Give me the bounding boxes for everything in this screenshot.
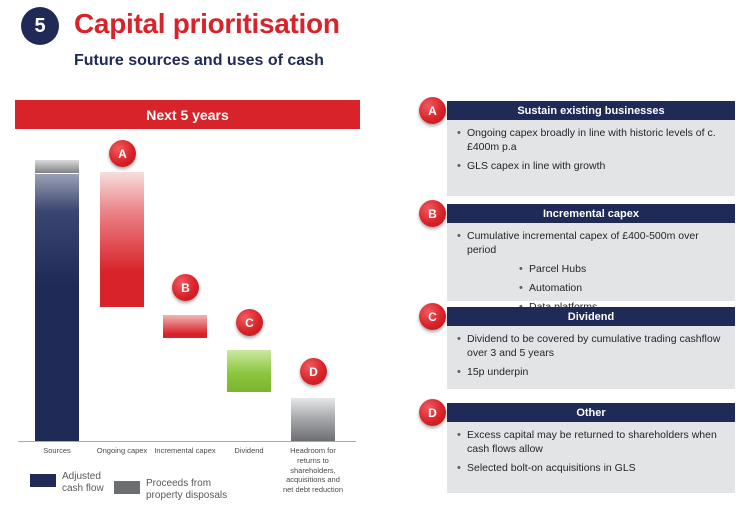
x-label-sources: Sources — [43, 446, 71, 455]
panel-a-bullet: GLS capex in line with growth — [455, 159, 726, 174]
panel-d-bullet: Selected bolt-on acquisitions in GLS — [455, 461, 726, 476]
panel-a-badge: A — [419, 97, 446, 124]
bar-ongoing-capex — [100, 172, 144, 307]
bar-sources-adjusted-cashflow-segment — [35, 174, 79, 441]
panel-d-header: Other — [447, 403, 735, 422]
panel-b-body: Cumulative incremental capex of £400-500… — [447, 223, 735, 314]
chart-banner: Next 5 years — [15, 100, 360, 129]
marker-b-letter: B — [181, 280, 190, 295]
marker-d-badge: D — [300, 358, 327, 385]
panel-a-letter: A — [428, 103, 437, 118]
legend-label-adjusted-cashflow: Adjusted cash flow — [62, 471, 104, 494]
panel-c-badge: C — [419, 303, 446, 330]
panel-a-body: Ongoing capex broadly in line with histo… — [447, 120, 735, 196]
marker-a-letter: A — [118, 146, 127, 161]
x-label-incremental-capex: Incremental capex — [154, 446, 216, 455]
panel-d-body: Excess capital may be returned to shareh… — [447, 422, 735, 493]
panel-c-body: Dividend to be covered by cumulative tra… — [447, 326, 735, 389]
panel-c-letter: C — [428, 309, 437, 324]
page-title: Capital prioritisation — [74, 8, 340, 39]
legend-swatch-adjusted-cashflow — [30, 474, 56, 487]
panel-c-header: Dividend — [447, 307, 735, 326]
x-label-ongoing-capex: Ongoing capex — [96, 446, 148, 455]
panel-b-sub-bullet: Parcel Hubs — [517, 262, 726, 277]
bar-incremental-capex — [163, 315, 207, 338]
x-label-headroom: Headroom for returns to shareholders, ac… — [282, 446, 344, 494]
x-label-dividend: Dividend — [234, 446, 264, 455]
marker-c-badge: C — [236, 309, 263, 336]
bar-sources-property-proceeds-segment — [35, 160, 79, 173]
panel-c-bullet: 15p underpin — [455, 365, 726, 380]
bar-dividend — [227, 350, 271, 392]
panel-b-header: Incremental capex — [447, 204, 735, 223]
panel-d-letter: D — [428, 405, 437, 420]
panel-b-letter: B — [428, 206, 437, 221]
page-subtitle: Future sources and uses of cash — [74, 52, 324, 69]
panel-d-bullet: Excess capital may be returned to shareh… — [455, 428, 726, 456]
slide-number-badge: 5 — [21, 7, 59, 45]
marker-d-letter: D — [309, 364, 318, 379]
bar-headroom — [291, 398, 335, 441]
panel-b-badge: B — [419, 200, 446, 227]
panel-a-bullet: Ongoing capex broadly in line with histo… — [455, 126, 726, 154]
marker-c-letter: C — [245, 315, 254, 330]
panel-a-header: Sustain existing businesses — [447, 101, 735, 120]
marker-a-badge: A — [109, 140, 136, 167]
panel-b-bullet: Cumulative incremental capex of £400-500… — [455, 229, 726, 257]
legend-label-property-disposals: Proceeds from property disposals — [146, 478, 228, 501]
panel-b-sub-bullet: Automation — [517, 281, 726, 296]
legend-swatch-property-disposals — [114, 481, 140, 494]
x-axis-line — [18, 441, 356, 442]
panel-d-badge: D — [419, 399, 446, 426]
marker-b-badge: B — [172, 274, 199, 301]
panel-c-bullet: Dividend to be covered by cumulative tra… — [455, 332, 726, 360]
slide-number: 5 — [34, 14, 46, 37]
